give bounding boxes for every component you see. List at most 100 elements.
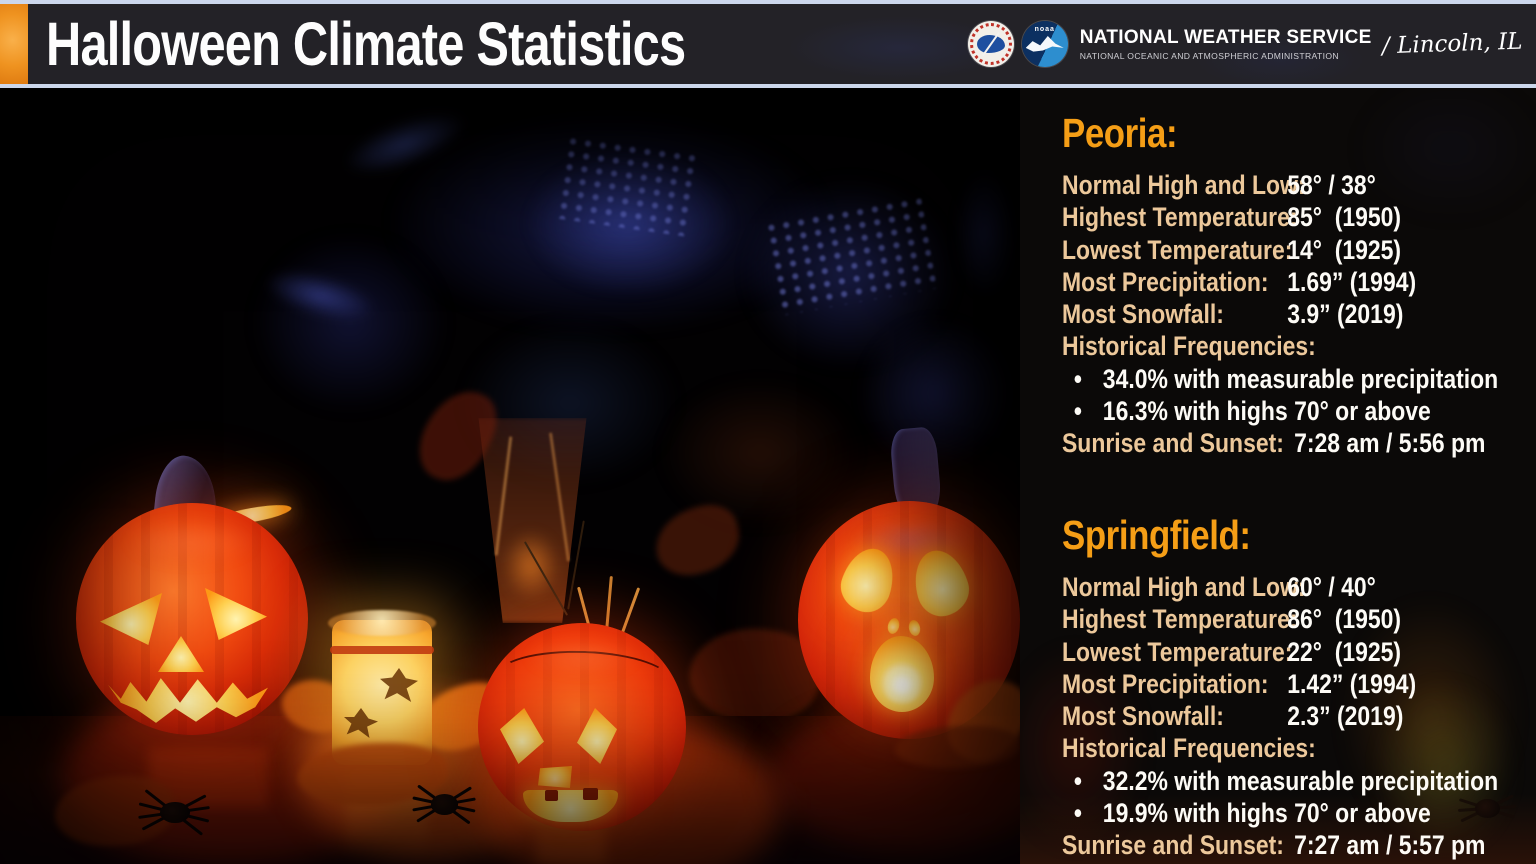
foliage-blob bbox=[620, 348, 900, 558]
spider-leg bbox=[412, 796, 476, 813]
right-pumpkin-stem bbox=[889, 426, 943, 522]
page-title-text: Halloween Climate Statistics bbox=[46, 10, 686, 78]
bullet-row: • 16.3% with highs 70° or above bbox=[1062, 395, 1536, 427]
stat-value: 22° (1925) bbox=[1287, 636, 1402, 667]
sunrise-label: Sunrise and Sunset: bbox=[1062, 428, 1284, 459]
spider-leg bbox=[138, 805, 210, 819]
stat-row: Most Precipitation: 1.69” (1994) bbox=[1062, 266, 1536, 298]
right-pumpkin-nostril bbox=[907, 619, 922, 637]
stat-row: Lowest Temperature: 22° (1925) bbox=[1062, 636, 1536, 668]
stat-label: Lowest Temperature: bbox=[1062, 636, 1293, 667]
stats-panel: Peoria: Normal High and Low: 58° / 38° H… bbox=[1020, 88, 1536, 864]
middle-pumpkin-tooth bbox=[583, 788, 598, 800]
pumpkin-lid-line bbox=[495, 647, 673, 711]
floor-reflection bbox=[148, 748, 268, 808]
noaa-administration-line: NATIONAL OCEANIC AND ATMOSPHERIC ADMINIS… bbox=[1079, 51, 1339, 61]
left-pumpkin-mouth bbox=[108, 678, 268, 723]
vase-glow bbox=[492, 518, 570, 613]
jar-rim bbox=[328, 610, 436, 636]
pumpkin-ribs bbox=[478, 623, 686, 831]
foliage-blob bbox=[830, 288, 1020, 498]
noaa-seagull-icon bbox=[1025, 36, 1064, 52]
bullet-glyph: • bbox=[1073, 396, 1082, 427]
frequencies-heading: Historical Frequencies: bbox=[1062, 331, 1316, 362]
office-name: / Lincoln, IL bbox=[1381, 28, 1523, 60]
leaf bbox=[895, 726, 1020, 768]
spider-leg bbox=[416, 786, 472, 823]
nws-logo-ring bbox=[969, 23, 1012, 65]
sunrise-label: Sunrise and Sunset: bbox=[1062, 830, 1284, 861]
spider-toy bbox=[138, 786, 210, 838]
bullet-glyph: • bbox=[1073, 765, 1082, 796]
stat-label: Most Snowfall: bbox=[1062, 299, 1224, 330]
floor-glow bbox=[60, 688, 400, 864]
stat-value: 58° / 38° bbox=[1287, 170, 1376, 200]
right-pumpkin-nostril bbox=[886, 616, 901, 636]
leaf bbox=[411, 675, 517, 759]
vase-highlight bbox=[548, 432, 571, 562]
stat-label: Highest Temperature: bbox=[1062, 202, 1298, 233]
stick bbox=[604, 575, 613, 643]
bullet-text: 16.3% with highs 70° or above bbox=[1102, 396, 1431, 427]
foliage-blob bbox=[215, 198, 485, 448]
panel-background bbox=[1020, 88, 1536, 864]
stick bbox=[616, 587, 641, 645]
right-pumpkin-right-eye bbox=[906, 544, 976, 622]
right-pumpkin-mouth bbox=[870, 636, 934, 712]
stat-label: Most Precipitation: bbox=[1062, 668, 1269, 699]
spider-body bbox=[159, 801, 190, 824]
spider-toy bbox=[412, 780, 476, 828]
foliage-leaf-highlight bbox=[314, 88, 496, 201]
mason-jar-lantern bbox=[328, 610, 436, 765]
stat-row: Most Precipitation: 1.42” (1994) bbox=[1062, 668, 1536, 700]
middle-pumpkin-left-eye bbox=[500, 708, 544, 764]
bullet-glyph: • bbox=[1073, 363, 1082, 394]
stat-value: 85° (1950) bbox=[1287, 202, 1402, 233]
halloween-photo bbox=[0, 88, 1020, 864]
middle-pumpkin-mouth bbox=[523, 790, 618, 822]
stat-value: 14° (1925) bbox=[1287, 234, 1402, 265]
middle-pumpkin-right-eye bbox=[577, 708, 617, 764]
bullet-row: • 32.2% with measurable precipitation bbox=[1062, 765, 1536, 797]
spider-leg bbox=[412, 797, 476, 812]
stat-value: 3.9” (2019) bbox=[1287, 299, 1404, 330]
floor-reflection bbox=[536, 830, 606, 864]
floor-glow bbox=[480, 723, 780, 864]
leaf bbox=[648, 498, 747, 583]
sunrise-value: 7:28 am / 5:56 pm bbox=[1294, 428, 1486, 459]
bullet-text: 19.9% with highs 70° or above bbox=[1102, 798, 1431, 829]
stat-label: Most Precipitation: bbox=[1062, 266, 1269, 297]
stat-row: Normal High and Low: 58° / 38° bbox=[1062, 169, 1536, 201]
stat-label: Normal High and Low: bbox=[1062, 170, 1306, 200]
foliage-leaf-highlight bbox=[240, 249, 400, 342]
spider-body bbox=[1475, 799, 1500, 818]
panel-glow bbox=[1350, 648, 1536, 864]
stat-label: Lowest Temperature: bbox=[1062, 234, 1293, 265]
leaf bbox=[55, 776, 175, 846]
wood-floor bbox=[0, 716, 1020, 864]
stat-value: 2.3” (2019) bbox=[1287, 701, 1404, 732]
springfield-section: Springfield: Normal High and Low: 60° / … bbox=[1062, 512, 1536, 862]
peoria-section: Peoria: Normal High and Low: 58° / 38° H… bbox=[1062, 110, 1536, 460]
pumpkin-sheen bbox=[508, 633, 658, 681]
twig bbox=[567, 520, 585, 610]
panel-floor-glow bbox=[1020, 794, 1536, 864]
nws-logo-icon bbox=[967, 21, 1014, 67]
nws-wordmark: NATIONAL WEATHER SERVICE bbox=[1079, 27, 1372, 48]
stat-value: 1.42” (1994) bbox=[1287, 668, 1417, 699]
bullet-text: 34.0% with measurable precipitation bbox=[1102, 363, 1499, 394]
leaf bbox=[407, 378, 508, 493]
stat-row: Highest Temperature: 85° (1950) bbox=[1062, 201, 1536, 233]
page-title: Halloween Climate Statistics bbox=[46, 4, 845, 84]
stat-label: Highest Temperature: bbox=[1062, 604, 1298, 635]
stat-value: 1.69” (1994) bbox=[1287, 266, 1417, 297]
foliage-leaf-highlight bbox=[945, 148, 1020, 318]
foliage-blob bbox=[300, 88, 920, 378]
vase-highlight bbox=[494, 436, 513, 556]
stat-row: Highest Temperature: 86° (1950) bbox=[1062, 603, 1536, 635]
right-pumpkin-left-eye bbox=[834, 541, 902, 619]
foliage-blob bbox=[420, 288, 720, 518]
glass-vase bbox=[478, 418, 587, 623]
candle-flame bbox=[886, 668, 918, 702]
